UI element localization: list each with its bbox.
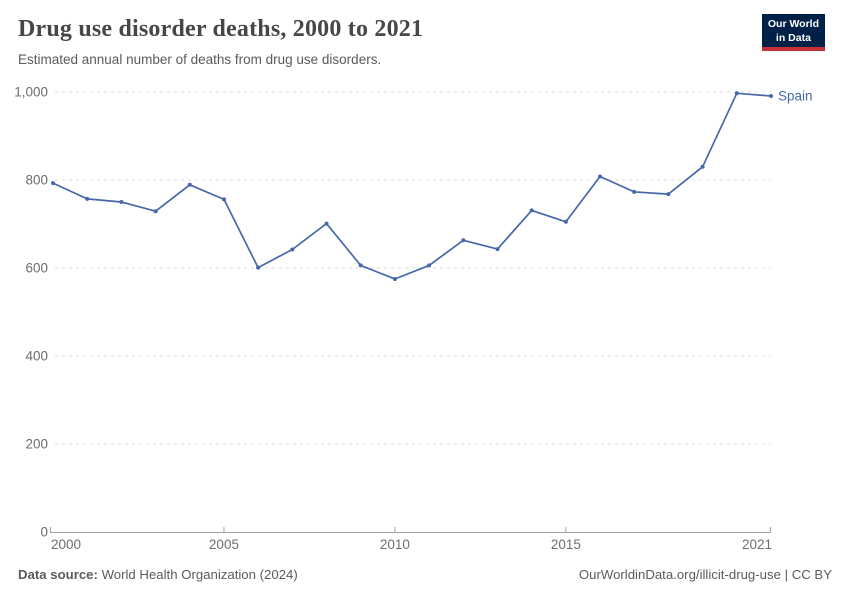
x-tick-label-2010: 2010 — [380, 537, 410, 552]
owid-logo-line2: in Data — [775, 31, 811, 44]
data-point-2003 — [153, 209, 158, 214]
data-point-2020 — [734, 91, 739, 96]
data-point-2021 — [769, 94, 773, 98]
entity-label-spain: Spain — [778, 88, 813, 103]
data-point-2011 — [427, 263, 432, 268]
data-source-label: Data source: — [18, 567, 98, 582]
y-tick-label-0: 0 — [40, 525, 48, 540]
x-tick-label-2005: 2005 — [209, 537, 239, 552]
data-point-2008 — [324, 221, 329, 226]
y-tick-label-600: 600 — [25, 261, 48, 276]
data-point-2005 — [222, 197, 226, 202]
chart-subtitle: Estimated annual number of deaths from d… — [18, 52, 382, 67]
license-label: CC BY — [791, 567, 832, 582]
data-point-2015 — [563, 219, 568, 224]
chart-title: Drug use disorder deaths, 2000 to 2021 — [18, 16, 424, 42]
data-point-2002 — [119, 200, 124, 204]
data-point-2006 — [256, 265, 261, 270]
y-tick-label-1000: 1,000 — [14, 85, 48, 100]
data-point-2004 — [187, 182, 192, 187]
data-source-note: Data source: World Health Organization (… — [18, 567, 298, 582]
x-tick-label-2000: 2000 — [51, 537, 81, 552]
data-point-2000 — [51, 181, 55, 186]
attribution-note: OurWorldinData.org/illicit-drug-use | CC… — [579, 567, 832, 582]
data-point-2009 — [358, 263, 363, 268]
data-point-2001 — [85, 196, 90, 201]
footer-separator: | — [780, 567, 792, 582]
owid-logo-line1: Our World — [767, 18, 819, 30]
data-point-2017 — [632, 189, 637, 194]
data-point-2007 — [290, 247, 295, 252]
chart-footer: Data source: World Health Organization (… — [18, 567, 832, 582]
owid-url-link[interactable]: OurWorldinData.org/illicit-drug-use — [578, 567, 781, 582]
x-tick-label-2021: 2021 — [742, 537, 772, 552]
y-tick-label-200: 200 — [25, 437, 48, 452]
data-point-2010 — [392, 277, 397, 281]
y-tick-label-400: 400 — [25, 349, 48, 364]
owid-logo[interactable]: Our World in Data — [761, 14, 825, 52]
data-point-2016 — [598, 174, 602, 179]
data-point-2019 — [700, 164, 705, 169]
x-tick-label-2015: 2015 — [551, 537, 581, 552]
data-point-2012 — [461, 238, 466, 243]
y-tick-label-800: 800 — [25, 173, 48, 188]
data-point-2013 — [495, 247, 500, 252]
series-line-spain — [52, 92, 772, 280]
data-source-value: World Health Organization (2024) — [101, 567, 298, 582]
data-point-2014 — [529, 208, 534, 213]
data-point-2018 — [666, 192, 671, 197]
